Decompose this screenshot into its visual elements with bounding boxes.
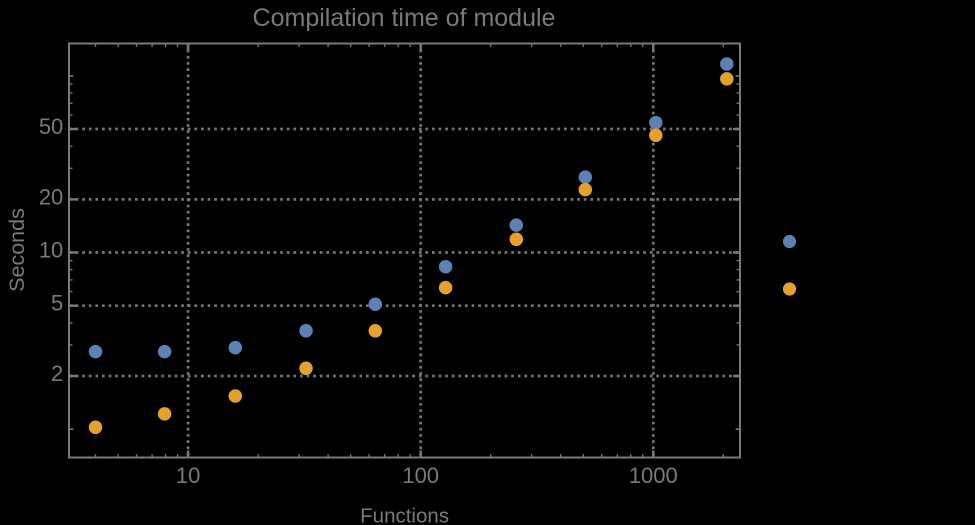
svg-text:5: 5 bbox=[51, 291, 63, 316]
svg-text:Functions: Functions bbox=[360, 505, 449, 525]
svg-text:Seconds: Seconds bbox=[5, 208, 29, 292]
svg-text:50: 50 bbox=[39, 114, 63, 139]
svg-text:1000: 1000 bbox=[629, 463, 678, 488]
svg-text:10: 10 bbox=[176, 463, 200, 488]
svg-text:10: 10 bbox=[39, 237, 63, 262]
svg-text:2: 2 bbox=[51, 361, 63, 386]
svg-text:Compilation time of module: Compilation time of module bbox=[253, 4, 556, 32]
svg-text:100: 100 bbox=[402, 463, 439, 488]
svg-text:20: 20 bbox=[39, 184, 63, 209]
